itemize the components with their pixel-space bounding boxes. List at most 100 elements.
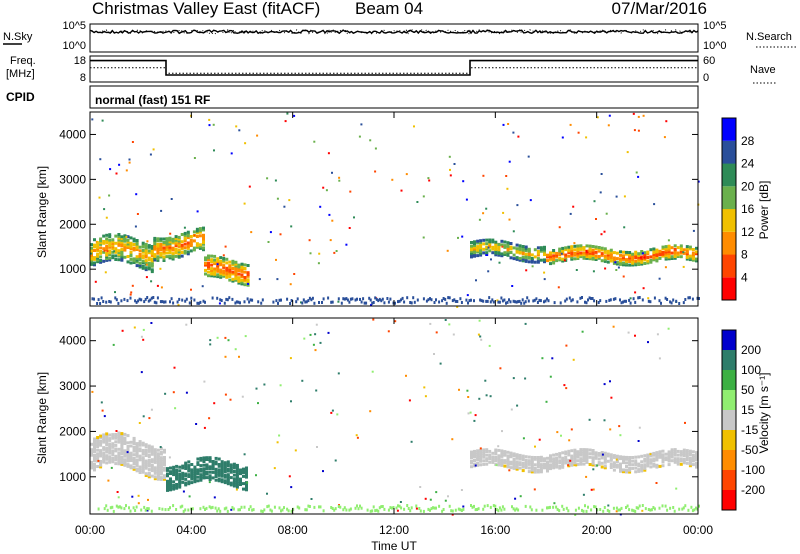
- echo-cell: [497, 242, 501, 246]
- ground-cell: [693, 508, 696, 512]
- scatter-cell: [466, 389, 469, 392]
- echo-cell: [96, 457, 100, 461]
- echo-cell: [172, 465, 176, 469]
- echo-cell: [174, 242, 178, 246]
- ground-cell: [260, 301, 263, 305]
- ground-cell: [334, 507, 337, 511]
- ground-cell: [480, 299, 483, 303]
- echo-cell: [488, 453, 492, 457]
- scatter-cell: [487, 270, 490, 273]
- ground-cell: [287, 509, 290, 513]
- echo-cell: [685, 450, 689, 454]
- echo-cell: [239, 481, 242, 485]
- echo-cell: [570, 257, 574, 261]
- echo-cell: [591, 458, 595, 461]
- echo-cell: [640, 454, 644, 458]
- echo-cell: [506, 450, 510, 454]
- ground-cell: [603, 506, 606, 509]
- echo-cell: [190, 463, 194, 466]
- ground-cell: [634, 509, 637, 513]
- echo-cell: [213, 274, 217, 278]
- echo-cell: [640, 465, 644, 469]
- ground-cell: [433, 506, 436, 510]
- echo-cell: [174, 254, 178, 258]
- echo-cell: [135, 258, 139, 262]
- scatter-cell: [692, 229, 695, 232]
- echo-cell: [207, 256, 210, 260]
- echo-cell: [631, 463, 635, 467]
- echo-cell: [609, 250, 613, 254]
- echo-cell: [622, 261, 625, 265]
- echo-cell: [539, 468, 543, 472]
- ground-cell: [517, 300, 520, 304]
- ground-cell: [308, 296, 311, 300]
- echo-cell: [153, 236, 157, 240]
- scatter-cell: [405, 173, 408, 176]
- echo-cell: [515, 455, 519, 458]
- echo-cell: [695, 463, 698, 467]
- echo-cell: [673, 453, 677, 457]
- echo-cell: [159, 244, 163, 248]
- echo-cell: [90, 462, 93, 466]
- scatter-cell: [278, 434, 281, 437]
- scatter-cell: [543, 271, 546, 274]
- ground-cell: [374, 296, 377, 300]
- echo-cell: [661, 456, 665, 460]
- ground-cell: [225, 297, 228, 301]
- echo-cell: [210, 272, 214, 276]
- echo-cell: [165, 239, 169, 242]
- echo-cell: [147, 449, 151, 453]
- ground-cell: [590, 297, 593, 300]
- ground-cell: [620, 506, 623, 510]
- ground-cell: [473, 504, 475, 508]
- echo-cell: [150, 246, 154, 250]
- echo-cell: [99, 441, 103, 445]
- echo-cell: [108, 238, 112, 242]
- echo-cell: [552, 259, 556, 263]
- echo-cell: [619, 250, 622, 254]
- echo-cell: [646, 462, 650, 466]
- echo-cell: [240, 262, 244, 266]
- echo-cell: [552, 460, 556, 464]
- ground-cell: [581, 296, 583, 299]
- echo-cell: [126, 246, 130, 249]
- echo-cell: [213, 260, 217, 264]
- echo-cell: [661, 254, 665, 258]
- echo-cell: [111, 254, 115, 258]
- echo-cell: [695, 259, 698, 263]
- echo-cell: [576, 459, 580, 463]
- echo-cell: [202, 239, 205, 243]
- echo-cell: [96, 254, 100, 258]
- echo-cell: [524, 455, 528, 459]
- scatter-cell: [496, 299, 499, 302]
- scatter-cell: [516, 404, 519, 407]
- scatter-cell: [177, 304, 180, 307]
- echo-cell: [676, 462, 680, 466]
- colorbar-frame: [721, 117, 737, 301]
- ground-cell: [450, 509, 453, 513]
- echo-cell: [558, 247, 562, 251]
- echo-cell: [105, 241, 109, 244]
- echo-cell: [679, 453, 683, 457]
- scatter-cell: [497, 445, 500, 448]
- ground-cell: [278, 506, 281, 510]
- echo-cell: [664, 248, 668, 252]
- echo-cell: [178, 469, 182, 473]
- ground-cell: [205, 506, 208, 510]
- echo-cell: [138, 469, 142, 473]
- echo-cell: [570, 252, 574, 256]
- echo-cell: [219, 274, 223, 277]
- echo-cell: [90, 261, 93, 265]
- echo-cell: [120, 433, 124, 437]
- echo-cell: [159, 456, 163, 460]
- echo-cell: [178, 480, 182, 484]
- ground-cell: [371, 301, 374, 305]
- scatter-cell: [684, 421, 686, 424]
- echo-cell: [476, 245, 480, 249]
- echo-cell: [497, 251, 501, 255]
- echo-cell: [536, 249, 540, 253]
- echo-cell: [585, 244, 589, 248]
- scatter-cell: [667, 239, 670, 242]
- echo-cell: [558, 452, 562, 456]
- ground-cell: [638, 296, 641, 299]
